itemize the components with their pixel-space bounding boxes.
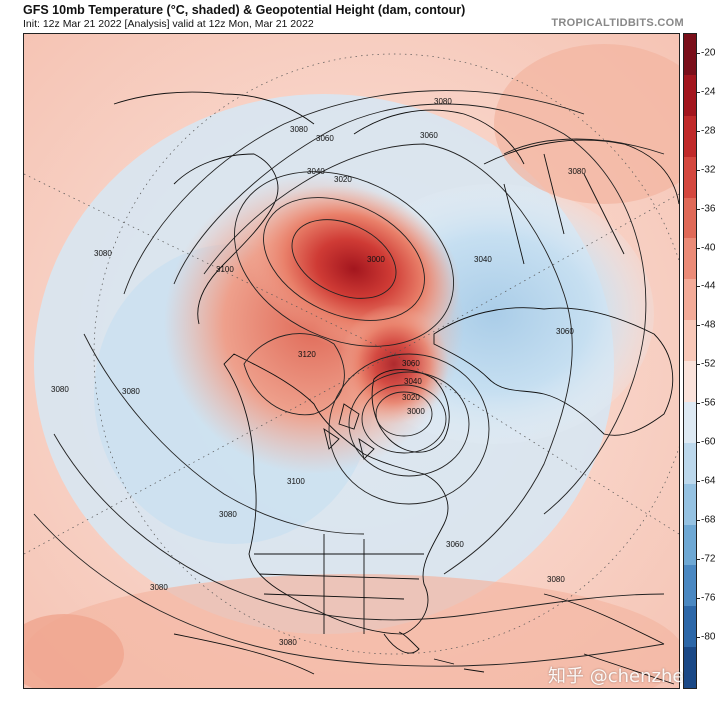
colorbar-segment [684,115,696,157]
contour-label: 3060 [446,540,464,549]
colorbar-tick [697,53,700,54]
warm-south-band [24,574,679,688]
colorbar-label: -24 [701,86,716,98]
colorbar-label: -28 [701,125,716,137]
contour-labels: 3080 3080 3060 3060 3040 3020 3000 3060 … [51,97,586,647]
colorbar-tick [697,286,700,288]
contour-label: 3080 [219,510,237,519]
colorbar-label: -32 [701,164,716,176]
colorbar-segment [684,156,696,198]
contour-label: 3040 [474,255,492,264]
colorbar-label: -60 [701,436,716,448]
temperature-colorbar [683,33,697,689]
contour-label: 3080 [94,249,112,258]
colorbar-segment [684,401,696,443]
contour-label: 3060 [420,131,438,140]
polar-map: 3080 3080 3060 3060 3040 3020 3000 3060 … [24,34,679,688]
contour-label: 3080 [434,97,452,106]
colorbar-tick [697,442,700,443]
contour-label: 3120 [298,350,316,359]
colorbar-label: -80 [701,631,716,642]
colorbar-segment [684,320,696,361]
contour-label: 3000 [367,255,385,264]
colorbar-label: -40 [701,242,716,253]
colorbar-label: -76 [701,592,716,604]
map-panel[interactable]: 3080 3080 3060 3060 3040 3020 3000 3060 … [23,33,680,689]
contour-label: 3000 [407,407,425,416]
colorbar-label: -52 [701,358,716,370]
contour-label: 3060 [556,327,574,336]
colorbar-tick [697,130,700,132]
colorbar-tick [697,519,700,521]
source-credit: TROPICALTIDBITS.COM [551,17,684,29]
contour-label: 3100 [287,477,305,486]
colorbar-segment [684,238,696,280]
colorbar-tick [697,325,700,327]
chart-title: GFS 10mb Temperature (°C, shaded) & Geop… [23,3,466,17]
contour-label: 3080 [150,583,168,592]
colorbar-tick [697,597,700,599]
contour-label: 3020 [334,175,352,184]
colorbar-tick [697,169,700,171]
contour-label: 3080 [568,167,586,176]
colorbar-label: -44 [701,280,716,292]
colorbar-tick [697,91,700,93]
colorbar-segment [684,524,696,566]
colorbar-tick [697,480,700,482]
warm-northeast [494,44,679,204]
colorbar-segment [684,34,696,75]
colorbar-segment [684,606,696,648]
contour-label: 3080 [290,125,308,134]
colorbar-label: -72 [701,553,716,565]
colorbar-tick [697,636,700,638]
colorbar-segment [684,74,696,116]
colorbar-label: -64 [701,475,716,487]
contour-label: 3080 [51,385,69,394]
colorbar-label: -36 [701,203,716,215]
watermark: 知乎 @chenzhe [548,666,684,687]
colorbar-segment [684,483,696,525]
contour-label: 3060 [402,359,420,368]
colorbar-label: -56 [701,397,716,409]
colorbar-segment [684,361,696,402]
colorbar-segment [684,565,696,607]
contour-label: 3080 [547,575,565,584]
contour-label: 3100 [216,265,234,274]
colorbar-segment [684,442,696,484]
colorbar-tick [697,247,700,249]
colorbar-label: -20 [701,47,716,59]
contour-label: 3060 [316,134,334,143]
chart-subtitle: Init: 12z Mar 21 2022 [Analysis] valid a… [23,18,314,30]
colorbar-label: -68 [701,514,716,526]
colorbar-label: -48 [701,319,716,331]
height-contours [33,90,665,667]
colorbar-tick [697,364,700,366]
contour-label: 3020 [402,393,420,402]
colorbar-tick [697,208,700,210]
contour-label: 3040 [404,377,422,386]
contour-label: 3040 [307,167,325,176]
contour-label: 3080 [279,638,297,647]
warm-core-greenland [339,304,449,424]
colorbar-segment [684,197,696,239]
warm-southwest [24,614,124,688]
colorbar-tick [697,558,700,560]
colorbar-segment [684,279,696,321]
graticule [24,53,679,655]
colorbar-tick [697,403,700,405]
contour-label: 3080 [122,387,140,396]
colorbar-segment [684,647,696,688]
